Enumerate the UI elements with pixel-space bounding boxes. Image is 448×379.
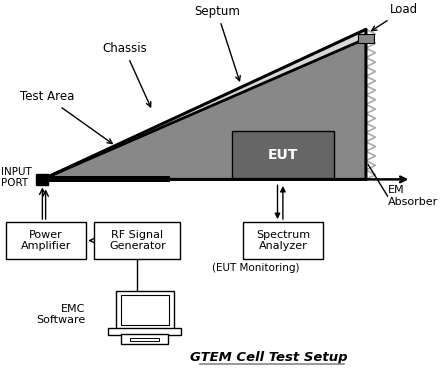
Text: EM
Absorber: EM Absorber (388, 185, 438, 207)
Text: Spectrum
Analyzer: Spectrum Analyzer (256, 230, 310, 251)
Bar (6, 222, 86, 259)
Bar (116, 291, 174, 329)
Text: GTEM Cell Test Setup: GTEM Cell Test Setup (190, 351, 348, 364)
Bar (243, 222, 323, 259)
Text: RF Signal
Generator: RF Signal Generator (109, 230, 166, 251)
Bar (358, 34, 374, 43)
Bar (36, 174, 48, 185)
Bar (121, 334, 168, 343)
Bar (130, 338, 159, 341)
Text: Power
Amplifier: Power Amplifier (21, 230, 71, 251)
Polygon shape (43, 29, 366, 179)
Text: (EUT Monitoring): (EUT Monitoring) (212, 263, 300, 273)
Text: Test Area: Test Area (20, 91, 112, 144)
Bar (108, 328, 181, 335)
Bar (121, 295, 169, 325)
Text: Chassis: Chassis (102, 42, 151, 107)
Polygon shape (43, 39, 366, 179)
Text: EMC
Software: EMC Software (36, 304, 86, 326)
Bar (40, 176, 170, 182)
Bar (94, 222, 181, 259)
Text: Load: Load (372, 3, 418, 31)
Text: INPUT
PORT: INPUT PORT (1, 167, 32, 188)
Bar (232, 131, 334, 179)
Text: Septum: Septum (194, 5, 240, 81)
Text: EUT: EUT (268, 148, 298, 162)
